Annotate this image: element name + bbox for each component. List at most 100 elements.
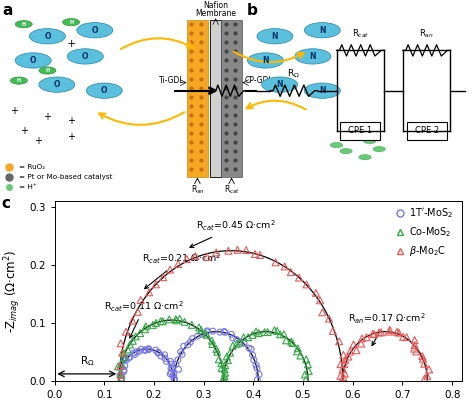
- Point: [116, 372, 124, 379]
- Point: [253, 365, 261, 371]
- Point: [152, 281, 160, 288]
- Point: [411, 342, 419, 348]
- Point: [240, 334, 247, 341]
- Text: +: +: [44, 112, 51, 122]
- Point: [229, 335, 237, 341]
- Point: [117, 370, 124, 377]
- Text: CPE 1: CPE 1: [348, 127, 372, 135]
- Point: [198, 331, 205, 337]
- Bar: [187, 20, 208, 177]
- Point: [255, 371, 263, 378]
- Text: R$_{cat}$=0.45 Ω·cm$^2$: R$_{cat}$=0.45 Ω·cm$^2$: [190, 219, 276, 247]
- Point: [342, 357, 349, 363]
- Point: [219, 376, 227, 383]
- Point: [125, 355, 132, 361]
- Text: Nafion: Nafion: [203, 1, 228, 10]
- Point: [130, 350, 138, 356]
- Point: [350, 341, 357, 348]
- Text: +: +: [67, 132, 75, 142]
- Text: +: +: [67, 116, 75, 126]
- Point: [120, 354, 128, 360]
- FancyBboxPatch shape: [340, 122, 380, 140]
- Point: [228, 331, 235, 338]
- Point: [141, 326, 149, 332]
- Point: [423, 373, 431, 379]
- Point: [345, 353, 352, 360]
- Point: [122, 328, 130, 335]
- Text: H: H: [69, 20, 73, 25]
- Point: [218, 365, 226, 371]
- Point: [329, 328, 337, 334]
- Point: [287, 339, 295, 345]
- Point: [166, 371, 174, 377]
- Point: [117, 365, 125, 371]
- Circle shape: [77, 23, 113, 38]
- Circle shape: [349, 128, 362, 134]
- Point: [203, 328, 210, 335]
- Point: [325, 316, 333, 322]
- Point: [304, 361, 312, 368]
- Text: N: N: [272, 32, 278, 41]
- Text: Ti-GDL: Ti-GDL: [159, 76, 184, 85]
- Point: [128, 318, 136, 324]
- Point: [420, 361, 428, 367]
- Point: [419, 355, 427, 362]
- Text: +: +: [20, 126, 27, 136]
- Point: [273, 328, 281, 334]
- Text: = Pt or Mo-based catalyst: = Pt or Mo-based catalyst: [19, 174, 112, 180]
- Point: [375, 329, 383, 336]
- Point: [233, 337, 240, 343]
- Point: [174, 357, 182, 363]
- Circle shape: [63, 19, 80, 26]
- Point: [132, 349, 140, 355]
- Point: [134, 309, 142, 315]
- Point: [221, 370, 229, 376]
- Text: H: H: [46, 68, 49, 73]
- Point: [137, 297, 145, 303]
- Point: [203, 253, 211, 260]
- Circle shape: [86, 83, 122, 98]
- Point: [340, 361, 348, 368]
- Point: [114, 363, 122, 370]
- Bar: [221, 20, 242, 177]
- Point: [212, 346, 220, 352]
- Point: [393, 329, 401, 335]
- Point: [229, 343, 237, 349]
- Text: b: b: [246, 3, 257, 18]
- Point: [161, 355, 169, 361]
- Text: CPE 2: CPE 2: [415, 127, 438, 135]
- Text: = H⁺: = H⁺: [19, 185, 36, 190]
- Point: [357, 341, 365, 347]
- Text: +: +: [10, 106, 18, 116]
- Point: [256, 252, 264, 258]
- Point: [245, 334, 252, 341]
- Text: O: O: [101, 86, 108, 95]
- Text: CP-GDL: CP-GDL: [245, 76, 273, 85]
- Point: [226, 349, 234, 356]
- Point: [212, 249, 220, 256]
- Point: [233, 341, 241, 347]
- Point: [301, 371, 309, 378]
- Point: [224, 357, 232, 364]
- Legend: 1T$'$-MoS$_2$, Co-MoS$_2$, $\beta$-Mo$_2$C: 1T$'$-MoS$_2$, Co-MoS$_2$, $\beta$-Mo$_2…: [392, 203, 457, 262]
- Point: [295, 274, 303, 281]
- Point: [159, 318, 166, 324]
- Text: H: H: [17, 78, 21, 83]
- Point: [117, 363, 124, 369]
- Point: [154, 350, 162, 356]
- Text: O: O: [82, 52, 89, 61]
- Point: [280, 331, 288, 337]
- Circle shape: [10, 77, 27, 84]
- Text: R$_{cat}$: R$_{cat}$: [224, 183, 239, 196]
- Point: [221, 366, 228, 372]
- Point: [152, 347, 159, 353]
- Point: [337, 361, 344, 368]
- Point: [395, 329, 402, 336]
- Point: [181, 319, 188, 325]
- Point: [208, 337, 216, 344]
- Point: [121, 356, 128, 362]
- Text: R$_{an}$: R$_{an}$: [419, 28, 434, 40]
- Bar: [210, 20, 221, 177]
- Point: [216, 329, 224, 335]
- Point: [172, 316, 180, 322]
